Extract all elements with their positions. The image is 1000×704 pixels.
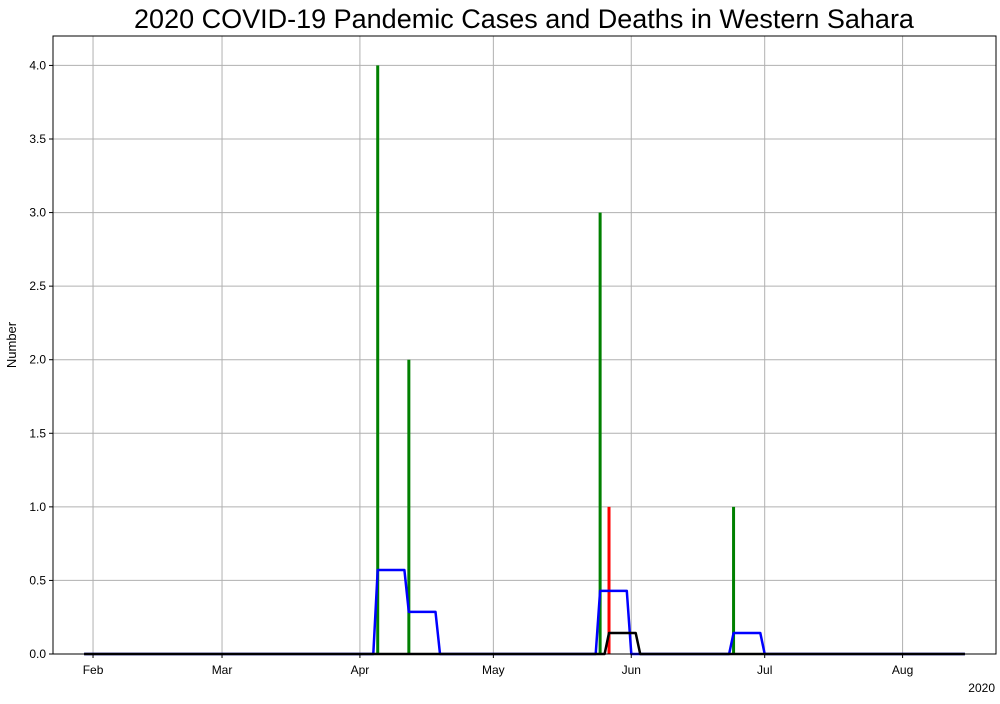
bar-series-0: [732, 506, 736, 654]
y-tick-label: 1.0: [29, 500, 46, 514]
x-tick-label: Feb: [83, 663, 104, 677]
y-tick-label: 3.0: [29, 206, 46, 220]
y-axis-label: Number: [4, 321, 19, 368]
line-series-3: [84, 631, 965, 656]
y-tick-label: 3.5: [29, 132, 46, 146]
y-tick-label: 0.5: [29, 573, 46, 587]
x-axis-offset-label: 2020: [968, 681, 995, 695]
grid: [53, 36, 996, 655]
y-tick-label: 1.5: [29, 426, 46, 440]
ticks: Feb Mar Apr May Jun Jul Aug 0.0 0.5 1.0 1.5 2.0 2.5 3…: [29, 58, 913, 677]
x-tick-label: Mar: [212, 663, 233, 677]
bar-series-0: [376, 65, 380, 654]
x-tick-label: May: [482, 663, 505, 677]
x-tick-label: Aug: [892, 663, 913, 677]
chart-title: 2020 COVID-19 Pandemic Cases and Deaths …: [134, 4, 915, 34]
x-tick-label: Jun: [622, 663, 641, 677]
line-series-2: [84, 568, 965, 656]
plot-frame: [52, 35, 997, 655]
y-tick-label: 2.0: [29, 353, 46, 367]
bar-series-0: [598, 212, 602, 655]
x-tick-label: Apr: [351, 663, 370, 677]
x-tick-label: Jul: [757, 663, 772, 677]
y-tick-label: 4.0: [29, 58, 46, 72]
bar-series-0: [407, 359, 411, 654]
y-tick-label: 0.0: [29, 647, 46, 661]
y-tick-label: 2.5: [29, 279, 46, 293]
bar-series-1: [607, 506, 611, 654]
